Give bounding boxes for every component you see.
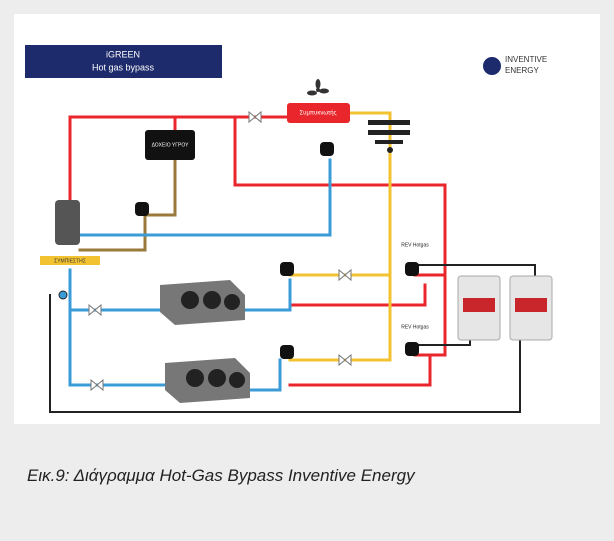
pipe (248, 360, 280, 390)
logo-mark (483, 57, 501, 75)
evaporator (165, 358, 250, 403)
pipes (50, 113, 535, 412)
node-label: ΔΟΧΕΙΟ ΥΓΡΟΥ (152, 142, 190, 148)
node-label: REV Hotgas (401, 324, 429, 330)
pipe (245, 280, 290, 310)
fan-icon (307, 79, 329, 96)
controller (458, 276, 500, 340)
wire (415, 340, 470, 345)
title: iGREEN (106, 49, 140, 59)
diagram: iGREEN Hot gas bypass INVENTIVE ENERGY Σ… (0, 0, 614, 541)
evaporator (160, 280, 245, 325)
node-label: Συμπυκνωτής (299, 110, 336, 117)
sensor (59, 291, 67, 299)
pipe (290, 285, 425, 305)
pipe (145, 160, 175, 215)
pipe (80, 215, 145, 250)
logo-text: ENERGY (505, 66, 539, 75)
pipe (80, 160, 330, 235)
caption: Εικ.9: Διάγραμμα Hot-Gas Bypass Inventiv… (27, 466, 415, 486)
controller (510, 276, 552, 340)
node-label: REV Hotgas (401, 242, 429, 248)
expansion-valves (135, 142, 419, 359)
page: {"header": {"title": "iGREEN", "subtitle… (0, 0, 614, 541)
subtitle: Hot gas bypass (92, 62, 155, 72)
pipe (70, 270, 165, 385)
logo-text: INVENTIVE (505, 55, 547, 64)
compressor (55, 200, 80, 245)
node-label: ΣΥΜΠΙΕΣΤΗΣ (54, 258, 86, 264)
